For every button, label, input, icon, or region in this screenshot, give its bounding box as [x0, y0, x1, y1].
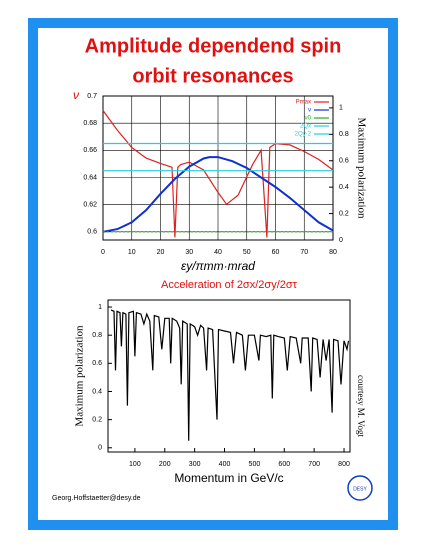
x-tick-label: 10: [128, 249, 136, 256]
logo: DESY: [347, 475, 373, 501]
legend-label: ν: [308, 108, 311, 114]
y-tick-label: 0.8: [92, 332, 102, 339]
title: Amplitude dependend spin: [85, 35, 342, 57]
x-tick-label: 30: [185, 249, 193, 256]
y2-tick-label: 0.4: [339, 184, 349, 191]
legend-label: 2Qx: [300, 124, 311, 130]
y-tick-label: 0.66: [83, 147, 97, 154]
x-tick-label: 60: [272, 249, 280, 256]
plot-frame: [107, 299, 351, 453]
x-tick-label: 70: [300, 249, 308, 256]
y2-tick-label: 0.8: [339, 131, 349, 138]
y-tick-label: 0.7: [87, 93, 97, 100]
y2-tick-label: 0: [339, 237, 343, 244]
x-tick-label: 300: [189, 461, 201, 468]
y-tick-label: 0: [98, 445, 102, 452]
x-tick-label: 80: [329, 249, 337, 256]
y2-tick-label: 1: [339, 105, 343, 112]
plot-frame: [102, 95, 334, 241]
x-tick-label: 500: [249, 461, 261, 468]
y-axis-label: ν: [73, 88, 79, 102]
x-tick-label: 20: [157, 249, 165, 256]
email: Georg.Hoffstaetter@desy.de: [52, 495, 141, 502]
y-tick-label: 0.2: [92, 416, 102, 423]
y-tick-label: 0.62: [83, 202, 97, 209]
logo-text: DESY: [353, 486, 367, 492]
x-tick-label: 50: [243, 249, 251, 256]
y-tick-label: 0.68: [83, 120, 97, 127]
x-axis-label: Momentum in GeV/c: [174, 471, 283, 485]
title: orbit resonances: [132, 65, 293, 87]
y-tick-label: 1: [98, 304, 102, 311]
y-axis-label: Maximum polarization: [74, 325, 86, 427]
legend-label: Pmax: [296, 100, 311, 106]
x-tick-label: 0: [101, 249, 105, 256]
x-tick-label: 700: [308, 461, 320, 468]
x-tick-label: 600: [278, 461, 290, 468]
x-tick-label: 40: [214, 249, 222, 256]
x-axis-label: εy/πmm·mrad: [181, 259, 255, 273]
y2-tick-label: 0.2: [339, 210, 349, 217]
y2-axis-label: Maximum polarization: [355, 117, 367, 219]
annotation: courtesy M. Vogt: [356, 375, 366, 437]
legend-label: 2Qy-2: [295, 132, 312, 138]
x-tick-label: 800: [338, 461, 350, 468]
y-tick-label: 0.4: [92, 388, 102, 395]
x-tick-label: 200: [159, 461, 171, 468]
y-tick-label: 0.6: [87, 229, 97, 236]
series-line: [102, 156, 334, 233]
chart-title: Acceleration of 2σx/2σy/2στ: [161, 279, 298, 291]
y-tick-label: 0.64: [83, 174, 97, 181]
y2-tick-label: 0.6: [339, 158, 349, 165]
x-tick-label: 100: [129, 461, 141, 468]
series-line: [110, 309, 350, 441]
legend-label: ν0: [305, 116, 312, 122]
y-tick-label: 0.6: [92, 360, 102, 367]
x-tick-label: 400: [219, 461, 231, 468]
